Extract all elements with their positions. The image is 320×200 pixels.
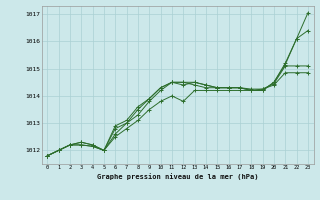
X-axis label: Graphe pression niveau de la mer (hPa): Graphe pression niveau de la mer (hPa) — [97, 173, 258, 180]
